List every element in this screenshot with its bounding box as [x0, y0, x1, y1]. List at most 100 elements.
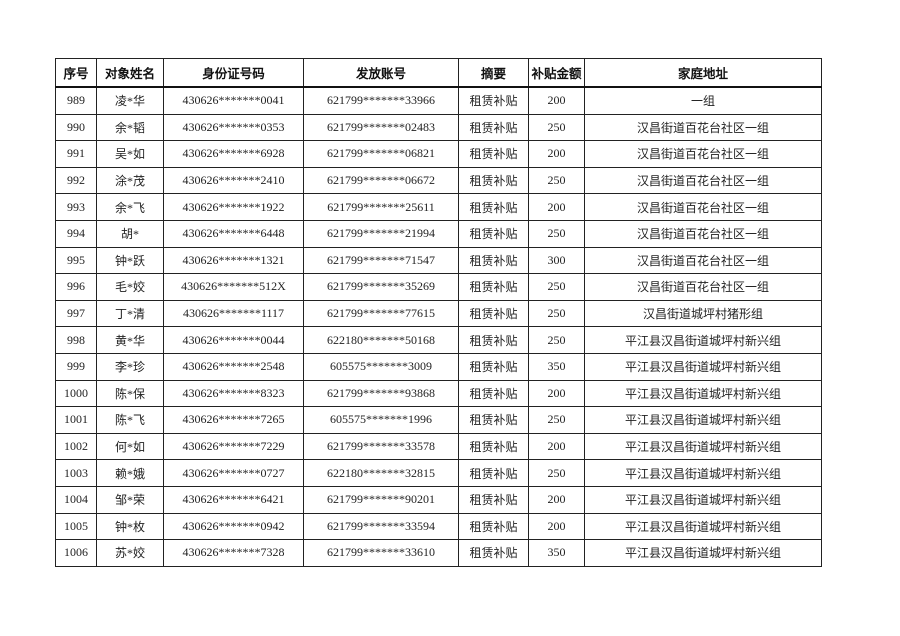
cell-col-id-number: 430626*******2548: [163, 352, 304, 381]
cell-col-name: 钟*跃: [96, 246, 164, 275]
cell-col-name: 陈*保: [96, 379, 164, 408]
cell-col-account: 621799*******02483: [303, 113, 459, 142]
table-row: 999 李*珍 430626*******2548 605575*******3009…: [55, 352, 822, 381]
cell-col-name: 何*如: [96, 432, 164, 461]
cell-col-name: 涂*茂: [96, 166, 164, 195]
table-row: 989 凌*华 430626*******0041 621799*******3396…: [55, 86, 822, 115]
header-col-name: 对象姓名: [96, 58, 164, 88]
cell-col-amount: 250: [528, 166, 585, 195]
cell-col-summary: 租赁补贴: [458, 193, 529, 221]
cell-col-index: 996: [55, 273, 97, 301]
cell-col-summary: 租赁补贴: [458, 485, 529, 514]
cell-col-id-number: 430626*******6928: [163, 140, 304, 168]
cell-col-amount: 250: [528, 406, 585, 434]
cell-col-account: 621799*******25611: [303, 193, 459, 221]
table-row: 1005 钟*枚 430626*******0942 621799*******335…: [55, 512, 822, 541]
table-row: 994 胡* 430626*******6448 621799*******21994…: [55, 219, 822, 248]
cell-col-summary: 租赁补贴: [458, 512, 529, 541]
cell-col-address: 平江县汉昌街道城坪村新兴组: [584, 352, 822, 381]
cell-col-name: 余*韬: [96, 113, 164, 142]
cell-col-address: 汉昌街道百花台社区一组: [584, 113, 822, 142]
cell-col-amount: 250: [528, 459, 585, 487]
cell-col-summary: 租赁补贴: [458, 326, 529, 354]
header-col-amount: 补贴金额: [528, 58, 585, 88]
cell-col-name: 毛*姣: [96, 273, 164, 301]
cell-col-name: 邹*荣: [96, 485, 164, 514]
header-col-account: 发放账号: [303, 58, 459, 88]
table-row: 998 黄*华 430626*******0044 622180*******5016…: [55, 326, 822, 354]
table-row: 992 涂*茂 430626*******2410 621799*******0667…: [55, 166, 822, 195]
cell-col-id-number: 430626*******0041: [163, 86, 304, 115]
table-row: 993 余*飞 430626*******1922 621799*******2561…: [55, 193, 822, 221]
cell-col-amount: 350: [528, 352, 585, 381]
cell-col-account: 622180*******50168: [303, 326, 459, 354]
cell-col-index: 1003: [55, 459, 97, 487]
cell-col-id-number: 430626*******7229: [163, 432, 304, 461]
cell-col-index: 997: [55, 299, 97, 328]
cell-col-account: 605575*******3009: [303, 352, 459, 381]
cell-col-id-number: 430626*******0727: [163, 459, 304, 487]
cell-col-index: 1002: [55, 432, 97, 461]
cell-col-account: 621799*******33610: [303, 539, 459, 567]
cell-col-id-number: 430626*******0044: [163, 326, 304, 354]
table-row: 1006 苏*姣 430626*******7328 621799*******336…: [55, 539, 822, 567]
table-row: 995 钟*跃 430626*******1321 621799*******7154…: [55, 246, 822, 275]
cell-col-account: 621799*******33578: [303, 432, 459, 461]
cell-col-id-number: 430626*******6421: [163, 485, 304, 514]
cell-col-address: 汉昌街道百花台社区一组: [584, 246, 822, 275]
cell-col-index: 994: [55, 219, 97, 248]
cell-col-index: 1000: [55, 379, 97, 408]
cell-col-address: 平江县汉昌街道城坪村新兴组: [584, 485, 822, 514]
cell-col-name: 凌*华: [96, 86, 164, 115]
cell-col-address: 汉昌街道城坪村猪形组: [584, 299, 822, 328]
cell-col-summary: 租赁补贴: [458, 166, 529, 195]
cell-col-account: 621799*******77615: [303, 299, 459, 328]
cell-col-summary: 租赁补贴: [458, 459, 529, 487]
cell-col-id-number: 430626*******0942: [163, 512, 304, 541]
cell-col-summary: 租赁补贴: [458, 379, 529, 408]
cell-col-address: 平江县汉昌街道城坪村新兴组: [584, 406, 822, 434]
cell-col-address: 汉昌街道百花台社区一组: [584, 193, 822, 221]
cell-col-name: 黄*华: [96, 326, 164, 354]
cell-col-address: 汉昌街道百花台社区一组: [584, 273, 822, 301]
cell-col-amount: 250: [528, 273, 585, 301]
cell-col-account: 621799*******21994: [303, 219, 459, 248]
cell-col-amount: 350: [528, 539, 585, 567]
cell-col-name: 钟*枚: [96, 512, 164, 541]
header-col-address: 家庭地址: [584, 58, 822, 88]
table-row: 1000 陈*保 430626*******8323 621799*******938…: [55, 379, 822, 408]
cell-col-summary: 租赁补贴: [458, 406, 529, 434]
cell-col-amount: 300: [528, 246, 585, 275]
table-row: 1004 邹*荣 430626*******6421 621799*******902…: [55, 485, 822, 514]
cell-col-name: 丁*清: [96, 299, 164, 328]
cell-col-index: 991: [55, 140, 97, 168]
cell-col-summary: 租赁补贴: [458, 140, 529, 168]
header-col-index: 序号: [55, 58, 97, 88]
cell-col-index: 1005: [55, 512, 97, 541]
cell-col-id-number: 430626*******7265: [163, 406, 304, 434]
cell-col-address: 平江县汉昌街道城坪村新兴组: [584, 379, 822, 408]
cell-col-account: 621799*******35269: [303, 273, 459, 301]
cell-col-address: 一组: [584, 86, 822, 115]
table-row: 1001 陈*飞 430626*******7265 605575*******199…: [55, 406, 822, 434]
cell-col-address: 汉昌街道百花台社区一组: [584, 166, 822, 195]
cell-col-address: 平江县汉昌街道城坪村新兴组: [584, 459, 822, 487]
cell-col-amount: 200: [528, 432, 585, 461]
cell-col-address: 平江县汉昌街道城坪村新兴组: [584, 432, 822, 461]
header-col-summary: 摘要: [458, 58, 529, 88]
table-row: 1002 何*如 430626*******7229 621799*******335…: [55, 432, 822, 461]
cell-col-amount: 250: [528, 219, 585, 248]
cell-col-index: 990: [55, 113, 97, 142]
cell-col-summary: 租赁补贴: [458, 246, 529, 275]
cell-col-summary: 租赁补贴: [458, 352, 529, 381]
cell-col-index: 989: [55, 86, 97, 115]
cell-col-account: 621799*******93868: [303, 379, 459, 408]
cell-col-summary: 租赁补贴: [458, 86, 529, 115]
cell-col-name: 苏*姣: [96, 539, 164, 567]
cell-col-index: 999: [55, 352, 97, 381]
cell-col-name: 陈*飞: [96, 406, 164, 434]
cell-col-id-number: 430626*******1321: [163, 246, 304, 275]
cell-col-account: 621799*******06672: [303, 166, 459, 195]
cell-col-id-number: 430626*******7328: [163, 539, 304, 567]
cell-col-name: 胡*: [96, 219, 164, 248]
